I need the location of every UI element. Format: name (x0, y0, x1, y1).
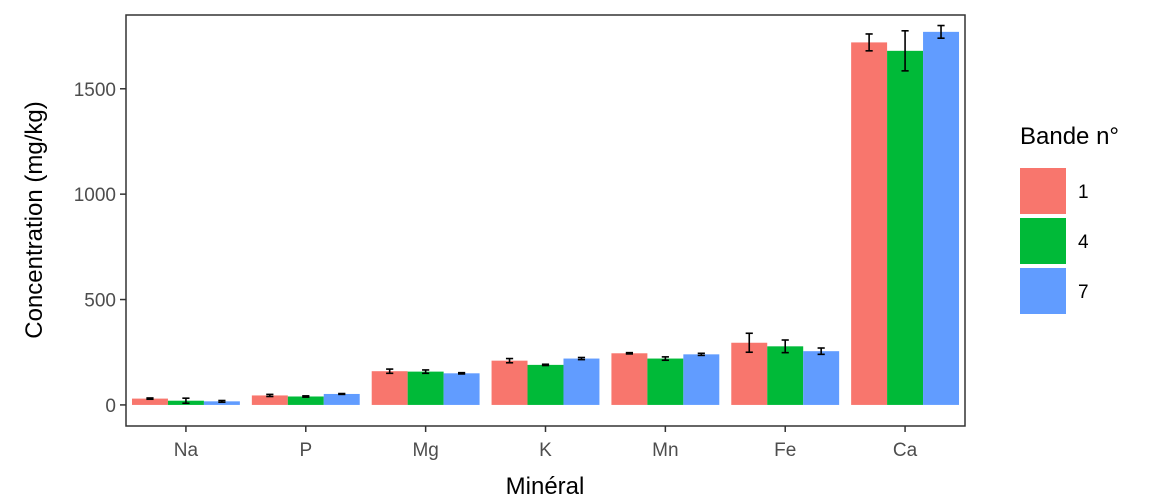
legend-label-1: 1 (1078, 182, 1089, 203)
bar-k-7 (563, 358, 600, 405)
error-bar-mn-4 (661, 356, 669, 362)
y-tick-label-0: 0 (105, 396, 116, 417)
bar-fe-1 (731, 342, 768, 405)
error-bar-mg-4 (422, 369, 430, 375)
bar-mg-7 (443, 373, 480, 405)
error-bar-fe-4 (781, 339, 789, 354)
bar-na-1 (131, 398, 168, 405)
legend-label-7: 7 (1078, 282, 1089, 303)
legend-key-1 (1020, 168, 1066, 214)
bar-k-1 (491, 360, 528, 405)
bar-mn-4 (647, 358, 684, 405)
x-axis-title: Minéral (506, 473, 585, 500)
x-tick-label-mn: Mn (652, 440, 678, 461)
bar-mg-1 (371, 371, 408, 405)
bar-fe-7 (803, 351, 840, 405)
x-tick-label-k: K (539, 440, 552, 461)
error-bar-ca-4 (901, 30, 909, 72)
error-bar-ca-1 (865, 33, 873, 52)
x-tick-label-p: P (299, 440, 312, 461)
error-bar-fe-7 (817, 347, 825, 356)
legend: Bande n° 1 4 7 (1020, 123, 1119, 314)
error-bar-na-1 (146, 397, 154, 401)
error-bar-p-7 (338, 392, 346, 396)
y-tick-label-500: 500 (84, 291, 116, 312)
y-axis: 0 500 1000 1500 (74, 80, 126, 417)
x-tick-label-mg: Mg (412, 440, 438, 461)
x-tick-label-na: Na (174, 440, 199, 461)
bar-p-7 (323, 393, 360, 405)
bar-na-7 (203, 401, 240, 405)
error-bar-k-7 (577, 356, 586, 361)
legend-key-7 (1020, 268, 1066, 314)
error-bar-mg-1 (386, 368, 394, 375)
x-tick-label-fe: Fe (774, 440, 796, 461)
error-bar-na-4 (182, 397, 190, 405)
y-axis-title: Concentration (mg/kg) (21, 101, 48, 338)
bar-p-4 (287, 396, 324, 405)
x-tick-label-ca: Ca (893, 440, 918, 461)
bar-k-4 (527, 364, 564, 405)
error-bar-mn-7 (697, 352, 705, 357)
error-bar-p-4 (302, 395, 310, 398)
bar-mg-4 (407, 371, 444, 405)
error-bar-ca-7 (937, 24, 945, 39)
bar-mn-7 (683, 354, 720, 405)
y-tick-label-1500: 1500 (74, 80, 116, 101)
legend-title: Bande n° (1020, 123, 1119, 150)
bar-ca-1 (851, 42, 888, 405)
x-axis: Na P Mg K Mn Fe Ca (174, 426, 918, 461)
y-tick-label-1000: 1000 (74, 185, 116, 206)
error-bar-p-1 (266, 393, 274, 398)
legend-key-4 (1020, 218, 1066, 264)
error-bar-k-1 (505, 357, 514, 364)
bar-fe-4 (767, 346, 804, 405)
error-bar-fe-1 (745, 332, 753, 354)
error-bar-mg-7 (458, 371, 466, 375)
error-bar-na-7 (218, 399, 226, 403)
bar-mn-1 (611, 353, 648, 405)
bar-ca-4 (887, 50, 924, 405)
bar-ca-7 (923, 31, 960, 405)
legend-label-4: 4 (1078, 232, 1089, 253)
bars-layer (131, 24, 960, 405)
error-bar-k-4 (541, 363, 550, 367)
error-bar-mn-1 (625, 351, 633, 355)
bar-p-1 (251, 395, 288, 405)
